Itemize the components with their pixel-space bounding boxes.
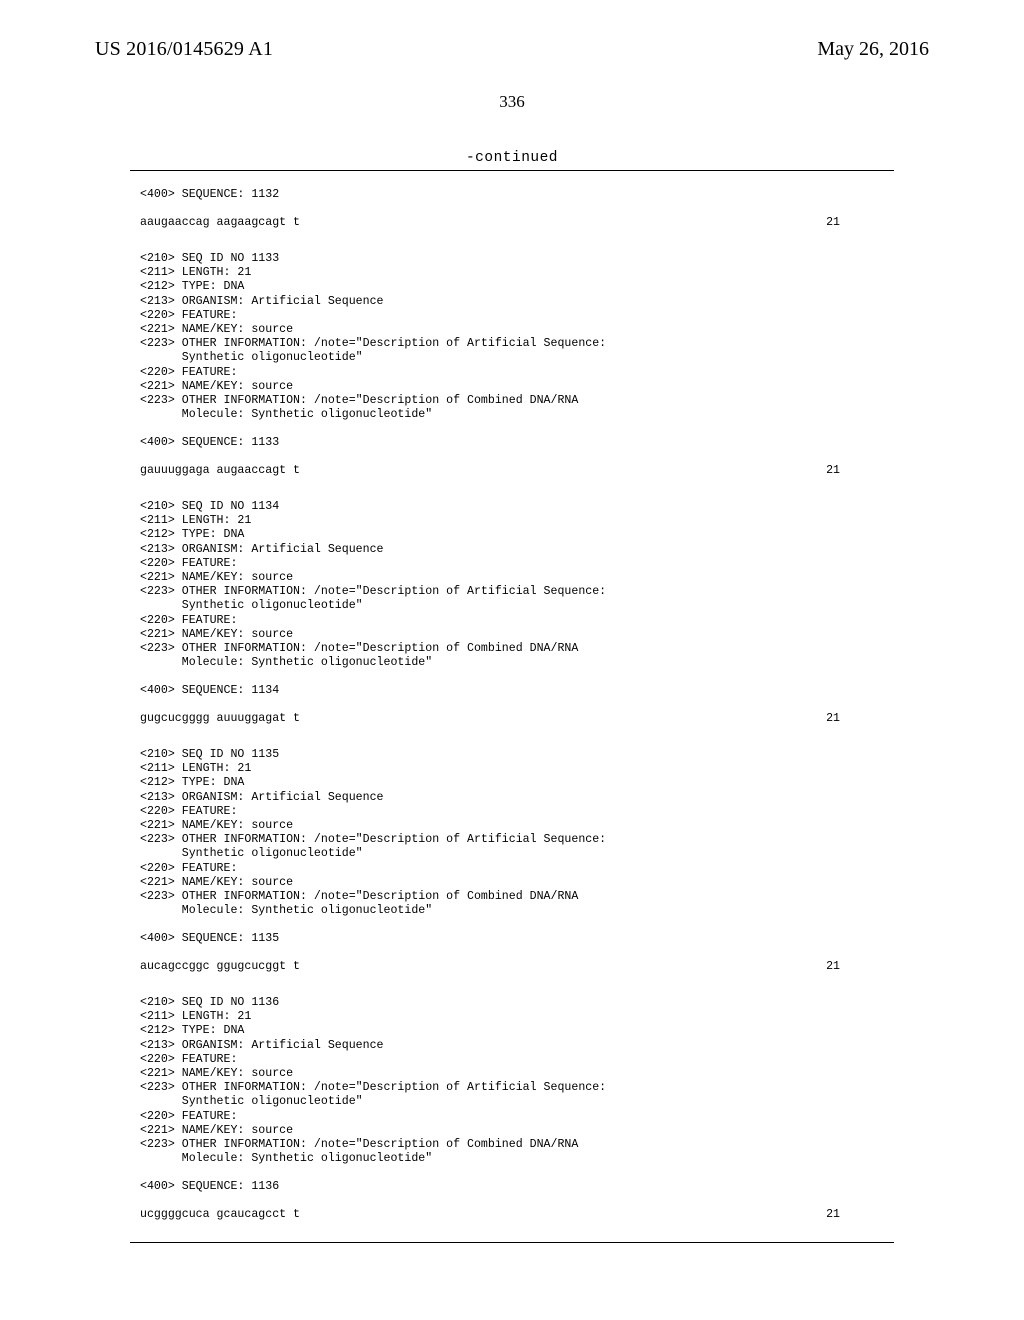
seq-meta-1136: <210> SEQ ID NO 1136 <211> LENGTH: 21 <2…: [140, 996, 884, 1166]
sequence-text: aaugaaccag aagaagcagt t: [140, 216, 300, 229]
rule-top: [130, 170, 894, 171]
sequence-length: 21: [826, 216, 840, 229]
seq-header-1136: <400> SEQUENCE: 1136: [140, 1180, 884, 1194]
sequence-length: 21: [826, 464, 840, 477]
continued-label: -continued: [0, 150, 1024, 166]
sequence-length: 21: [826, 1208, 840, 1221]
seq-meta-1135: <210> SEQ ID NO 1135 <211> LENGTH: 21 <2…: [140, 748, 884, 918]
rule-bottom: [130, 1242, 894, 1243]
seq-header-1132: <400> SEQUENCE: 1132: [140, 188, 884, 202]
seq-header-1135: <400> SEQUENCE: 1135: [140, 932, 884, 946]
sequence-text: gauuuggaga augaaccagt t: [140, 464, 300, 477]
seq-header-1133: <400> SEQUENCE: 1133: [140, 436, 884, 450]
sequence-1133: gauuuggaga augaaccagt t 21: [140, 464, 840, 477]
sequence-length: 21: [826, 960, 840, 973]
page-number: 336: [0, 92, 1024, 112]
sequence-length: 21: [826, 712, 840, 725]
publication-number: US 2016/0145629 A1: [95, 38, 273, 61]
sequence-text: ucggggcuca gcaucagcct t: [140, 1208, 300, 1221]
seq-meta-1133: <210> SEQ ID NO 1133 <211> LENGTH: 21 <2…: [140, 252, 884, 422]
seq-header-1134: <400> SEQUENCE: 1134: [140, 684, 884, 698]
seq-meta-1134: <210> SEQ ID NO 1134 <211> LENGTH: 21 <2…: [140, 500, 884, 670]
sequence-1136: ucggggcuca gcaucagcct t 21: [140, 1208, 840, 1221]
publication-date: May 26, 2016: [817, 38, 929, 61]
sequence-1134: gugcucgggg auuuggagat t 21: [140, 712, 840, 725]
sequence-text: gugcucgggg auuuggagat t: [140, 712, 300, 725]
sequence-1132: aaugaaccag aagaagcagt t 21: [140, 216, 840, 229]
sequence-1135: aucagccggc ggugcucggt t 21: [140, 960, 840, 973]
sequence-text: aucagccggc ggugcucggt t: [140, 960, 300, 973]
content-area: <400> SEQUENCE: 1132 aaugaaccag aagaagca…: [0, 170, 1024, 1320]
